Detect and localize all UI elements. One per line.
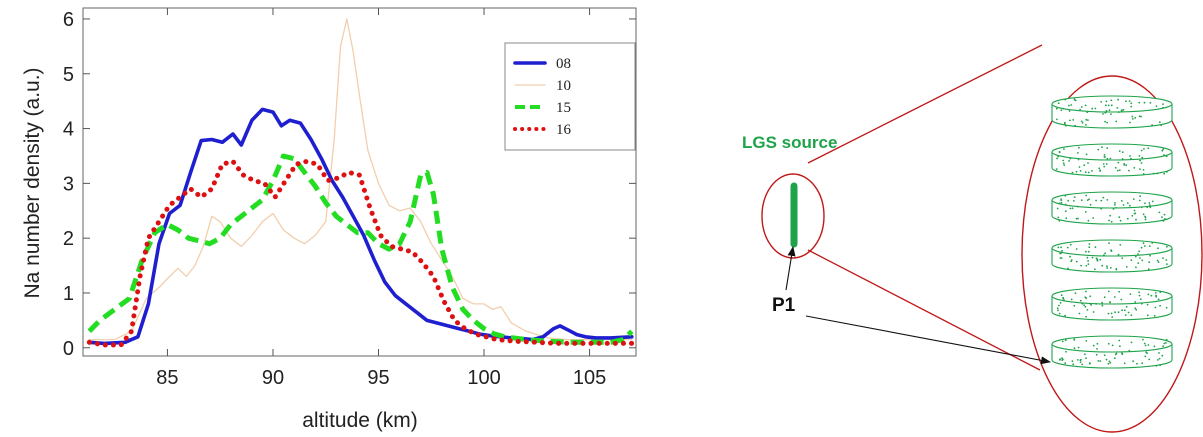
y-tick-label: 3 — [63, 173, 74, 195]
sodium-slab — [1051, 191, 1173, 225]
projection-line-top — [807, 44, 1043, 164]
legend-label-16: 16 — [556, 122, 572, 138]
x-tick-label: 90 — [262, 367, 284, 389]
x-axis-label: altitude (km) — [302, 409, 418, 432]
y-axis-label: Na number density (a.u.) — [21, 67, 44, 298]
y-tick-label: 2 — [63, 228, 74, 250]
sodium-slab — [1051, 287, 1173, 321]
y-tick-label: 1 — [63, 283, 74, 305]
lgs-source-label: LGS source — [742, 133, 837, 152]
p1-pointer-source — [785, 246, 796, 291]
y-tick-label: 0 — [63, 338, 74, 360]
y-tick-label: 5 — [63, 64, 74, 86]
series-line-15 — [87, 153, 634, 345]
zoom-ellipse — [1021, 75, 1203, 433]
legend-box — [504, 42, 636, 151]
legend-label-10: 10 — [556, 78, 571, 94]
source-ellipse — [761, 173, 825, 259]
slab-stack — [1051, 95, 1173, 369]
y-tick-label: 6 — [63, 9, 74, 31]
y-tick-label: 4 — [63, 119, 74, 141]
series-line-10 — [88, 18, 633, 341]
sodium-slab — [1051, 335, 1173, 369]
lgs-diagram: LGS source P1 — [742, 44, 1203, 433]
p1-label: P1 — [772, 295, 796, 316]
legend-label-15: 15 — [556, 100, 571, 116]
series-layer — [86, 18, 635, 348]
legend: 08 10 15 16 — [504, 42, 636, 151]
series-line-08 — [87, 107, 634, 346]
x-tick-label: 85 — [156, 367, 178, 389]
x-ticks: 85 90 95 100 105 — [156, 8, 606, 389]
x-tick-label: 95 — [367, 367, 389, 389]
sodium-slab — [1051, 239, 1173, 273]
projection-line-bottom — [807, 249, 1041, 371]
x-tick-label: 105 — [573, 367, 606, 389]
legend-label-08: 08 — [556, 56, 571, 72]
na-density-chart: 85 90 95 100 105 0 1 2 3 4 5 6 altitude (km) Na nu… — [21, 7, 637, 432]
p1-pointer-slab — [805, 315, 1051, 365]
x-tick-label: 100 — [467, 367, 500, 389]
sodium-slab — [1051, 143, 1173, 177]
sodium-slab — [1051, 95, 1173, 129]
